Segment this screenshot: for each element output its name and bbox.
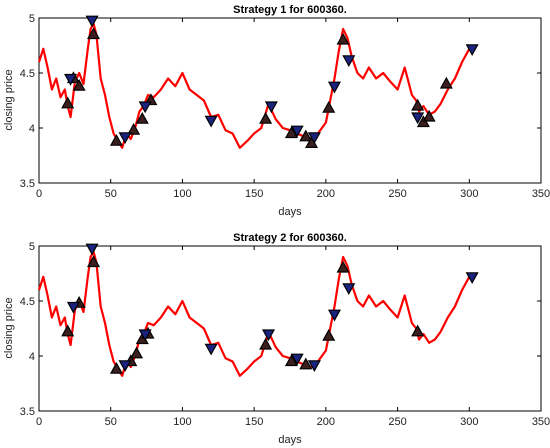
x-axis-label: days xyxy=(278,434,302,446)
sell-marker xyxy=(85,243,99,256)
sell-marker xyxy=(204,343,218,356)
sell-marker xyxy=(307,360,321,373)
chart-title: Strategy 2 for 600360. xyxy=(233,232,347,244)
sell-marker xyxy=(327,81,341,94)
buy-marker xyxy=(422,109,436,122)
buy-marker xyxy=(322,100,336,113)
sell-marker xyxy=(204,115,218,128)
sell-marker xyxy=(85,15,99,28)
sell-marker xyxy=(465,272,479,285)
sell-marker xyxy=(138,101,152,114)
sell-marker xyxy=(264,101,278,114)
sell-marker xyxy=(138,329,152,342)
buy-marker xyxy=(439,76,453,89)
marker-layer xyxy=(61,15,479,148)
x-tick-label: 250 xyxy=(388,188,406,200)
buy-marker xyxy=(61,96,75,109)
sell-marker xyxy=(327,309,341,322)
x-tick-label: 50 xyxy=(105,188,117,200)
x-tick-label: 150 xyxy=(245,188,263,200)
buy-marker xyxy=(127,122,141,135)
sell-marker xyxy=(465,44,479,57)
x-tick-label: 100 xyxy=(173,188,191,200)
sell-marker xyxy=(118,132,132,145)
buy-marker xyxy=(284,126,298,139)
buy-marker xyxy=(135,111,149,124)
axis-ticks: 0 50 100 150 200 250 300 350 3.5 4 4.5 5 xyxy=(20,13,550,200)
x-tick-label: 0 xyxy=(36,188,42,200)
y-axis-label: closing price xyxy=(3,69,15,130)
buy-marker xyxy=(411,98,425,111)
x-tick-label: 350 xyxy=(532,416,550,428)
y-tick-label: 3.5 xyxy=(20,178,35,190)
chart-title: Strategy 1 for 600360. xyxy=(233,4,347,16)
sell-marker xyxy=(261,329,276,342)
y-tick-label: 4.5 xyxy=(20,68,35,80)
sell-marker xyxy=(118,360,132,373)
buy-marker xyxy=(259,111,273,124)
series-layer xyxy=(37,22,474,149)
x-tick-label: 300 xyxy=(460,188,478,200)
sell-marker xyxy=(342,55,356,68)
x-tick-label: 350 xyxy=(532,188,550,200)
buy-marker xyxy=(299,357,313,370)
buy-marker xyxy=(72,78,86,91)
buy-marker xyxy=(86,27,101,40)
y-tick-label: 4.5 xyxy=(20,296,35,308)
buy-marker xyxy=(322,328,336,341)
x-tick-label: 200 xyxy=(317,416,335,428)
buy-marker xyxy=(411,324,425,337)
y-tick-label: 4 xyxy=(29,123,35,135)
plot-area xyxy=(38,17,542,184)
buy-marker xyxy=(336,260,350,273)
x-tick-label: 250 xyxy=(388,416,406,428)
sell-marker xyxy=(307,132,321,145)
sell-marker xyxy=(290,353,304,366)
buy-marker xyxy=(61,324,75,337)
sell-marker xyxy=(411,112,425,125)
y-tick-label: 5 xyxy=(29,241,35,253)
buy-marker xyxy=(299,129,313,142)
x-tick-label: 150 xyxy=(245,416,263,428)
buy-marker xyxy=(109,361,123,374)
chart-strategy-1: Strategy 1 for 600360. days closing pric… xyxy=(3,4,550,218)
y-tick-label: 3.5 xyxy=(20,406,35,418)
buy-marker xyxy=(130,346,144,359)
x-tick-label: 200 xyxy=(317,188,335,200)
price-series-line xyxy=(37,22,474,149)
buy-marker xyxy=(109,133,123,146)
plot-area xyxy=(38,245,542,412)
buy-marker xyxy=(284,354,298,367)
x-axis-label: days xyxy=(278,206,302,218)
buy-marker xyxy=(86,255,101,268)
x-tick-label: 50 xyxy=(105,416,117,428)
buy-marker xyxy=(336,32,350,45)
y-tick-label: 5 xyxy=(29,13,35,25)
y-axis-label: closing price xyxy=(3,297,15,358)
buy-marker xyxy=(259,337,273,350)
chart-strategy-2: Strategy 2 for 600360. days closing pric… xyxy=(3,232,550,446)
price-series-line xyxy=(37,250,474,377)
axis-ticks: 0 50 100 150 200 250 300 350 3.5 4 4.5 5 xyxy=(20,241,550,428)
sell-marker xyxy=(66,301,80,314)
marker-layer xyxy=(61,243,479,374)
x-tick-label: 0 xyxy=(36,416,42,428)
sell-marker xyxy=(64,73,78,86)
x-tick-label: 300 xyxy=(460,416,478,428)
y-tick-label: 4 xyxy=(29,351,35,363)
x-tick-label: 100 xyxy=(173,416,191,428)
sell-marker xyxy=(290,125,304,138)
series-layer xyxy=(37,250,474,377)
sell-marker xyxy=(342,283,356,296)
